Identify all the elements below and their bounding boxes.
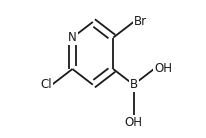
Text: OH: OH: [125, 116, 143, 129]
Text: N: N: [68, 31, 77, 44]
Text: B: B: [130, 78, 138, 91]
Text: Br: Br: [133, 15, 147, 28]
Text: Cl: Cl: [40, 78, 52, 91]
Text: OH: OH: [154, 63, 172, 75]
